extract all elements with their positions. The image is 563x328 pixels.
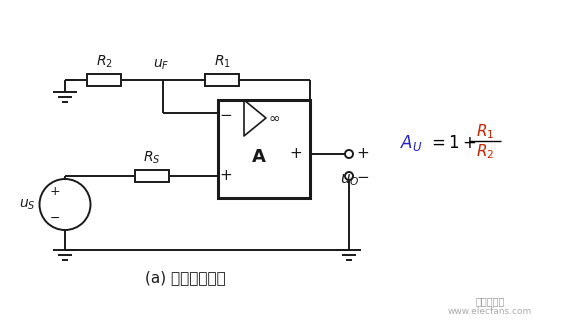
- Text: $R_2$: $R_2$: [96, 53, 113, 70]
- Text: A: A: [252, 148, 266, 166]
- Text: $= 1 +$: $= 1 +$: [428, 134, 476, 152]
- Text: $u_F$: $u_F$: [153, 58, 169, 72]
- Text: (a) 同相比例放大: (a) 同相比例放大: [145, 271, 225, 285]
- Text: $-$: $-$: [220, 106, 233, 120]
- Text: 电子发烧友: 电子发烧友: [475, 296, 504, 306]
- Text: $+$: $+$: [220, 169, 233, 183]
- Text: $u_O$: $u_O$: [340, 172, 360, 188]
- Text: www.elecfans.com: www.elecfans.com: [448, 307, 532, 316]
- Text: $A_U$: $A_U$: [400, 133, 423, 153]
- Text: $-$: $-$: [49, 211, 60, 224]
- Text: $+$: $+$: [289, 147, 302, 161]
- Text: $R_S$: $R_S$: [143, 150, 161, 166]
- Text: $R_2$: $R_2$: [476, 143, 494, 161]
- Bar: [218, 100, 310, 198]
- Text: $u_S$: $u_S$: [19, 197, 35, 212]
- Text: $\infty$: $\infty$: [268, 111, 280, 125]
- Circle shape: [345, 150, 353, 158]
- Text: $+$: $+$: [49, 185, 60, 198]
- Text: $+$: $+$: [356, 146, 369, 160]
- Bar: [135, 170, 169, 182]
- Bar: [205, 74, 239, 86]
- Text: $R_1$: $R_1$: [476, 123, 494, 141]
- Bar: [87, 74, 121, 86]
- Text: $-$: $-$: [356, 169, 369, 183]
- Text: $R_1$: $R_1$: [213, 53, 230, 70]
- Circle shape: [39, 179, 91, 230]
- Circle shape: [345, 172, 353, 180]
